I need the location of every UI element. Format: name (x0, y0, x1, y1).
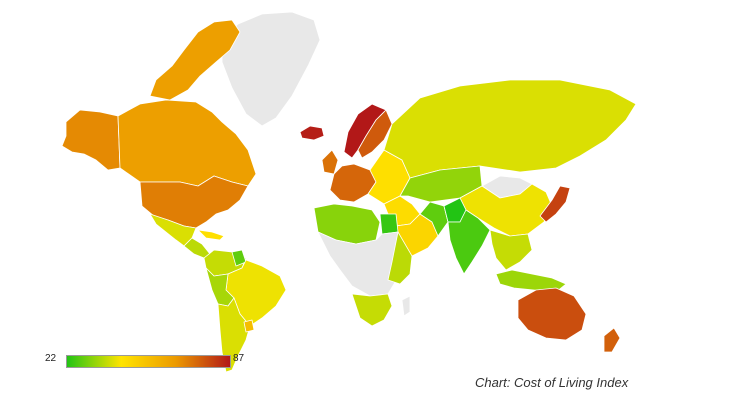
legend-min-label: 22 (45, 353, 57, 364)
region-australia[interactable] (517, 287, 587, 341)
region-egypt[interactable] (379, 213, 399, 235)
region-chile-argentina[interactable] (217, 297, 251, 373)
region-east-africa[interactable] (387, 231, 413, 285)
legend-max-label: 87 (233, 353, 245, 364)
region-caribbean[interactable] (197, 229, 225, 241)
region-iceland[interactable] (299, 125, 325, 141)
region-greenland[interactable] (221, 11, 321, 127)
region-western-europe[interactable] (329, 163, 377, 203)
region-russia[interactable] (383, 79, 637, 179)
region-southern-africa[interactable] (351, 293, 393, 327)
region-indonesia[interactable] (495, 269, 567, 293)
region-india[interactable] (447, 209, 491, 275)
region-japan-korea[interactable] (539, 185, 571, 223)
region-canada[interactable] (117, 99, 257, 187)
region-alaska[interactable] (61, 109, 121, 171)
region-canadian-arctic[interactable] (149, 19, 241, 101)
region-southeast-asia[interactable] (489, 229, 533, 271)
legend-gradient-bar (66, 355, 231, 368)
region-madagascar[interactable] (401, 295, 411, 317)
chart-caption: Chart: Cost of Living Index (475, 375, 629, 390)
region-uruguay[interactable] (243, 319, 255, 333)
region-uk-ireland[interactable] (321, 149, 339, 175)
region-new-zealand[interactable] (603, 327, 621, 353)
